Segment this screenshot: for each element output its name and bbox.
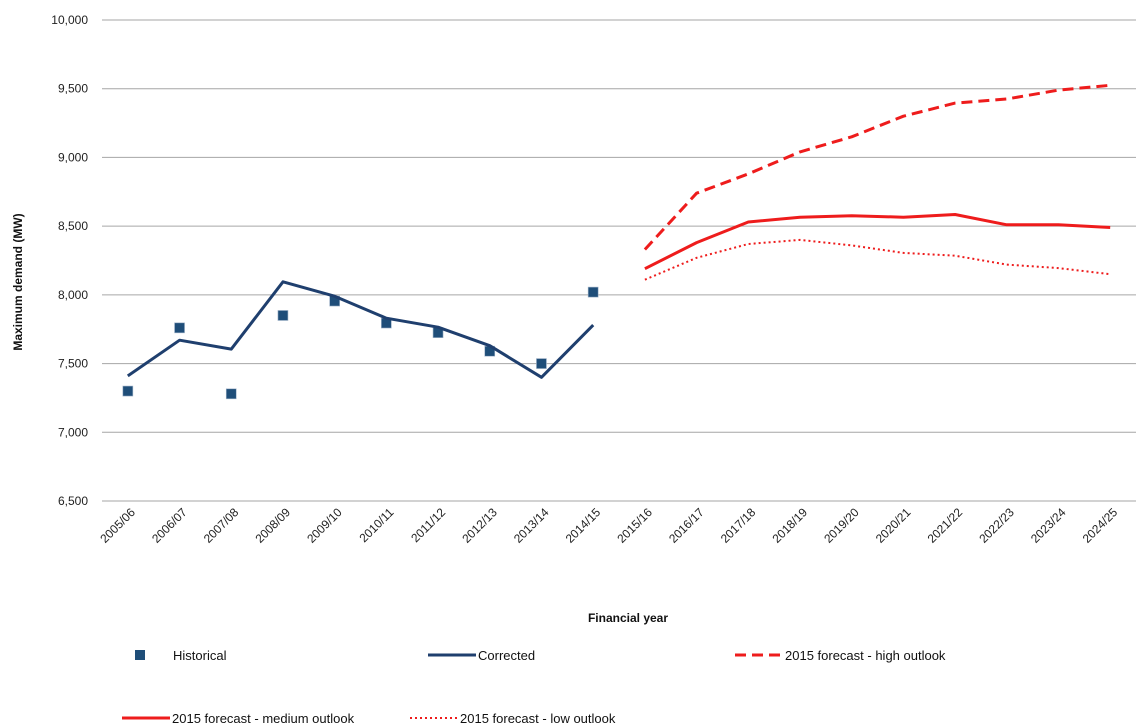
x-tick-label: 2005/06 [97, 505, 138, 546]
x-axis-title: Financial year [588, 611, 668, 625]
x-tick-label: 2014/15 [563, 505, 604, 546]
x-tick-label: 2007/08 [201, 505, 242, 546]
series-line-4 [644, 238, 1111, 281]
x-tick-label: 2011/12 [408, 505, 448, 545]
y-tick-label: 6,500 [58, 494, 88, 508]
x-tick-label: 2016/17 [666, 505, 707, 546]
legend: Historical Corrected 2015 forecast - high … [122, 648, 946, 726]
historical-point [225, 388, 237, 400]
x-tick-label: 2015/16 [614, 505, 655, 546]
series-layer [122, 83, 1111, 400]
x-tick-label: 2023/24 [1028, 505, 1069, 546]
y-tick-label: 9,500 [58, 82, 88, 96]
legend-label: 2015 forecast - low outlook [460, 711, 616, 726]
y-axis-ticks: 6,500 7,000 7,500 8,000 8,500 9,000 9,500 10,00… [51, 13, 88, 508]
legend-label: Corrected [478, 648, 535, 663]
x-tick-label: 2010/11 [357, 505, 397, 545]
y-tick-label: 7,500 [58, 357, 88, 371]
legend-label: 2015 forecast - medium outlook [172, 711, 355, 726]
x-tick-label: 2006/07 [149, 505, 190, 546]
historical-point [122, 385, 134, 397]
y-tick-label: 8,500 [58, 219, 88, 233]
series-line-2 [643, 83, 1111, 251]
historical-point [587, 286, 599, 298]
gridlines [102, 19, 1136, 502]
historical-point [277, 310, 289, 321]
x-tick-label: 2024/25 [1080, 505, 1121, 546]
x-tick-label: 2018/19 [769, 505, 810, 546]
y-tick-label: 10,000 [51, 13, 88, 27]
series-line-1 [126, 280, 595, 379]
x-tick-label: 2019/20 [821, 505, 862, 546]
legend-label: Historical [173, 648, 227, 663]
y-axis-title: Maximum demand (MW) [11, 213, 25, 350]
x-tick-label: 2013/14 [511, 505, 552, 546]
y-tick-label: 9,000 [58, 150, 88, 164]
historical-point [536, 358, 547, 369]
x-tick-label: 2017/18 [718, 505, 759, 546]
x-tick-label: 2022/23 [976, 505, 1017, 546]
x-tick-label: 2009/10 [304, 505, 345, 546]
y-tick-label: 8,000 [58, 288, 88, 302]
x-axis-ticks: 2005/06 2006/07 2007/08 2008/09 2009/10 2010/… [97, 505, 1120, 546]
y-tick-label: 7,000 [58, 425, 88, 439]
series-line-3 [644, 213, 1111, 271]
x-tick-label: 2021/22 [925, 505, 966, 546]
x-tick-label: 2020/21 [873, 505, 914, 546]
legend-swatch [135, 650, 145, 660]
legend-label: 2015 forecast - high outlook [785, 648, 946, 663]
historical-point [174, 322, 185, 334]
x-tick-label: 2012/13 [459, 505, 500, 546]
x-tick-label: 2008/09 [252, 505, 293, 546]
